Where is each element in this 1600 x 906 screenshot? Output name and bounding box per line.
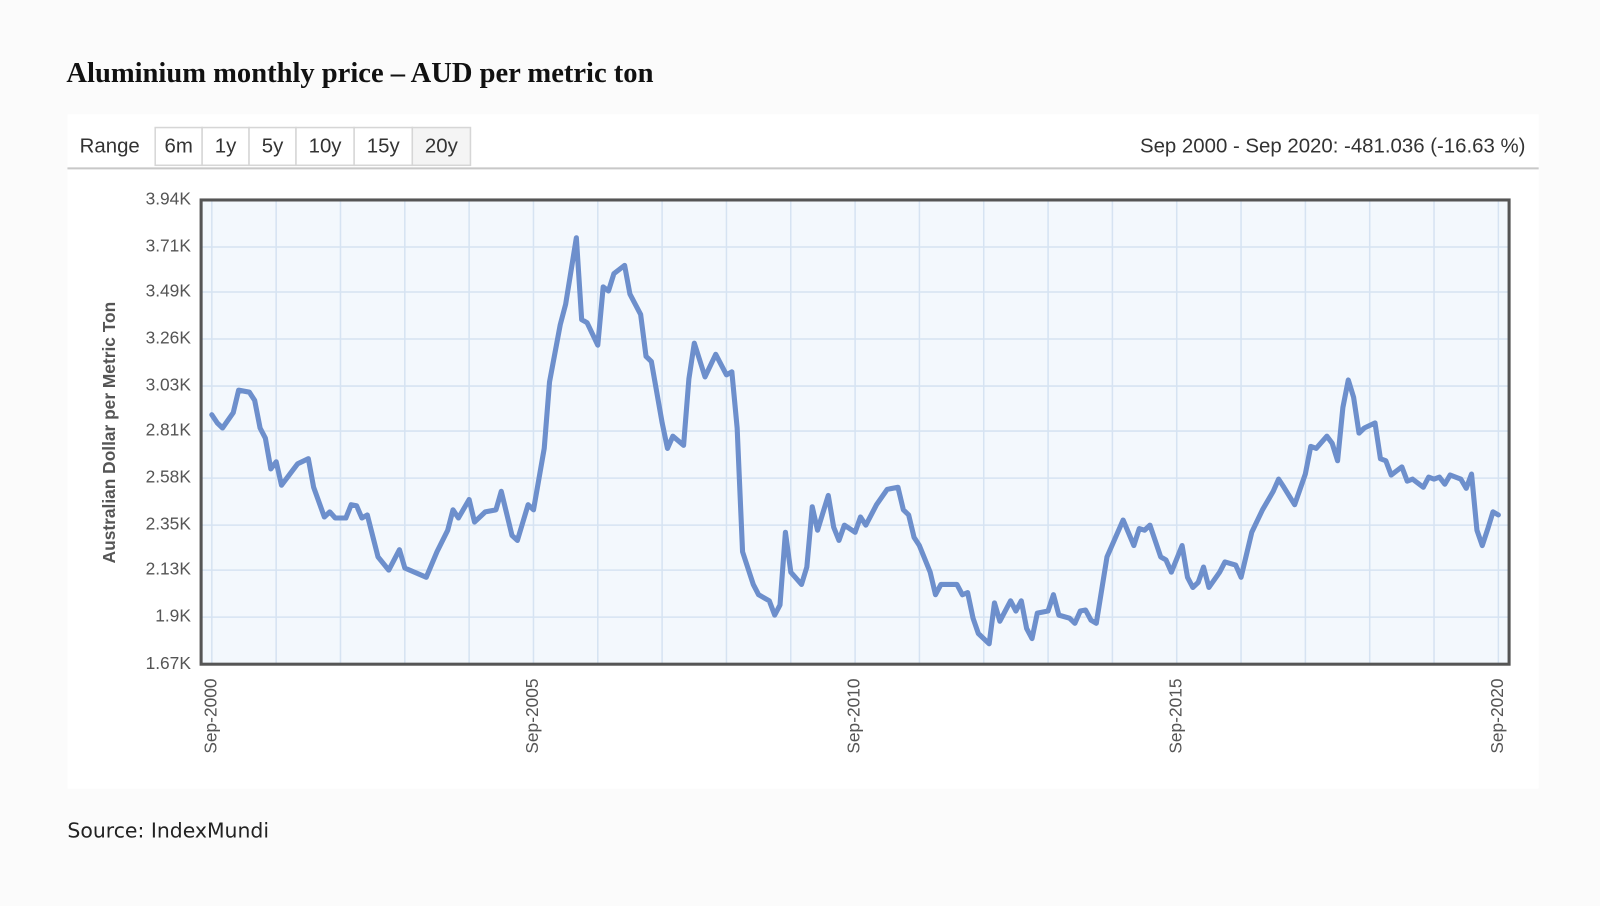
range-button[interactable]	[295, 126, 355, 167]
range-button-label[interactable]: 5y	[262, 135, 284, 157]
range-button-label[interactable]: 10y	[309, 135, 343, 157]
y-tick-label: 2.13K	[146, 559, 192, 579]
range-label: Range	[80, 135, 140, 157]
range-button-label[interactable]: 20y	[425, 135, 459, 157]
range-button-label[interactable]: 6m	[164, 135, 192, 157]
range-button[interactable]	[154, 126, 203, 167]
x-tick-label: Sep-2005	[522, 678, 542, 753]
x-tick-label: Sep-2015	[1165, 678, 1185, 753]
range-summary: Sep 2000 - Sep 2020: -481.036 (-16.63 %)	[1140, 135, 1525, 157]
y-tick-label: 1.9K	[155, 606, 191, 626]
range-button[interactable]	[411, 126, 472, 167]
range-button-label[interactable]: 1y	[215, 135, 237, 157]
y-tick-label: 2.81K	[146, 420, 192, 440]
range-button-label[interactable]: 15y	[367, 135, 401, 157]
range-button[interactable]	[248, 126, 297, 167]
y-tick-label: 3.03K	[146, 375, 192, 395]
y-axis-title: Australian Dollar per Metric Ton	[99, 302, 119, 564]
price-line	[209, 235, 1501, 647]
y-tick-label: 3.49K	[146, 281, 192, 301]
range-button[interactable]	[201, 126, 250, 167]
plot-border	[199, 198, 1511, 666]
x-tick-label: Sep-2000	[200, 678, 220, 753]
source-note: Source: IndexMundi	[67, 819, 269, 843]
range-button[interactable]	[353, 126, 414, 167]
y-tick-label: 3.26K	[146, 328, 192, 348]
y-tick-label: 2.35K	[146, 514, 192, 534]
y-tick-label: 2.58K	[146, 467, 192, 487]
y-tick-label: 1.67K	[146, 653, 192, 673]
y-tick-label: 3.94K	[146, 189, 192, 209]
x-tick-label: Sep-2010	[844, 678, 864, 753]
chart-title: Aluminium monthly price – AUD per metric…	[66, 58, 653, 89]
y-tick-label: 3.71K	[146, 236, 192, 256]
x-tick-label: Sep-2020	[1487, 678, 1507, 753]
